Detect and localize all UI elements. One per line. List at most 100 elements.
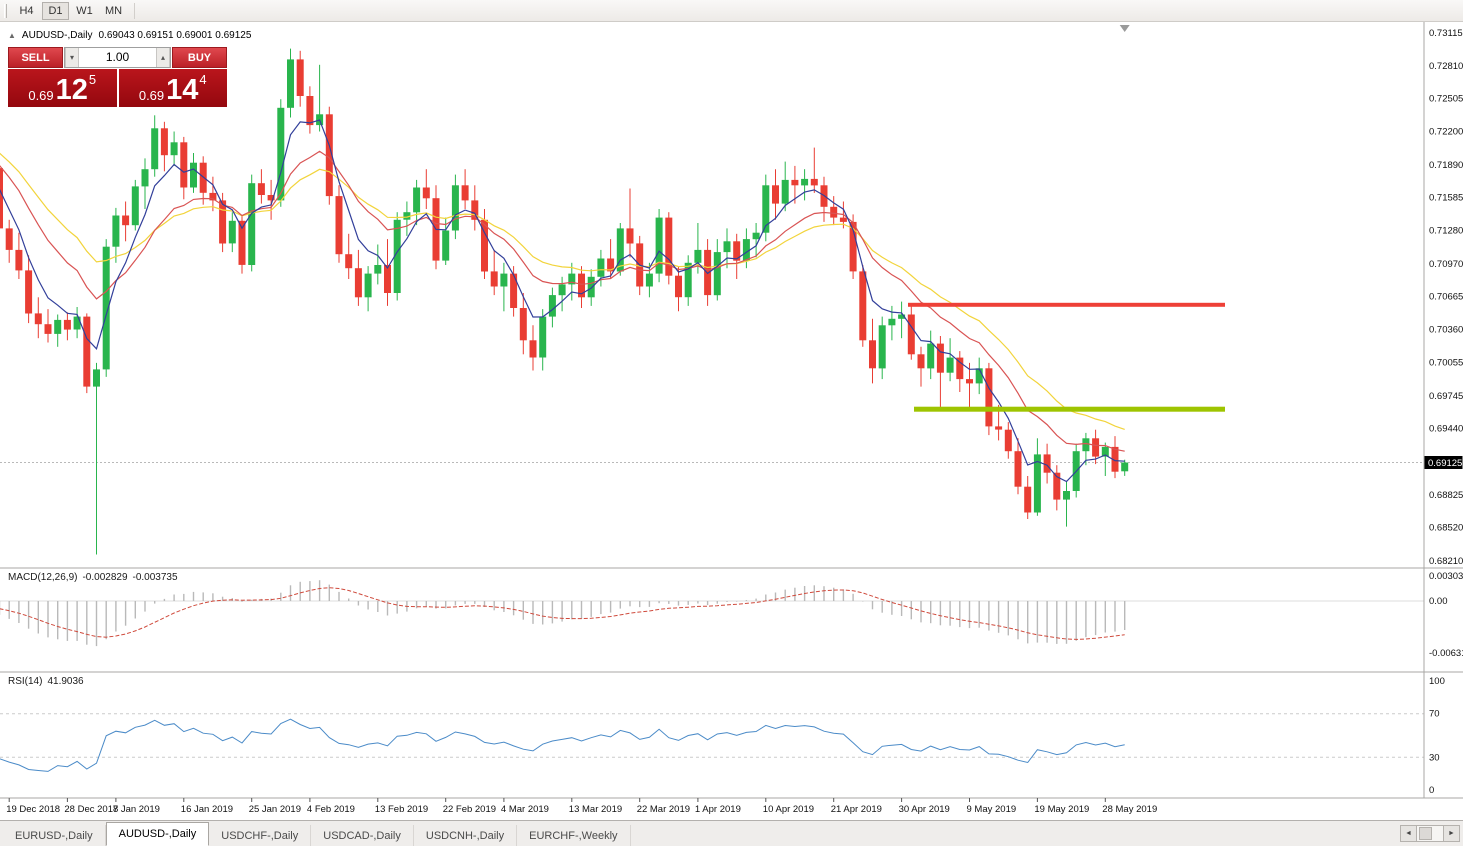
timeframe-buttons: H4 D1 W1 MN [12, 0, 128, 21]
svg-text:0.00: 0.00 [1429, 596, 1448, 607]
volume-field: ▾ 1.00 ▴ [64, 47, 171, 68]
sell-price-display[interactable]: 0.69 12 5 [8, 69, 117, 107]
chart-tab-bar: EURUSD-,Daily AUDUSD-,Daily USDCHF-,Daily U… [0, 820, 1463, 846]
sell-price-pip: 5 [88, 72, 97, 87]
svg-text:30 Apr 2019: 30 Apr 2019 [899, 804, 950, 815]
svg-text:0: 0 [1429, 785, 1434, 796]
svg-text:0.68825: 0.68825 [1429, 490, 1463, 501]
ma-medium-red [0, 150, 1125, 452]
buy-button[interactable]: BUY [172, 47, 227, 68]
tab-scroll-thumb[interactable] [1419, 827, 1432, 840]
rsi-title: RSI(14) [8, 676, 43, 687]
one-click-panel-toggle-icon[interactable]: ▲ [8, 31, 16, 40]
resistance-line[interactable] [908, 302, 1225, 307]
tab-scroll-left-button[interactable]: ◄ [1400, 825, 1417, 842]
chart-shift-marker-icon[interactable] [1119, 25, 1130, 32]
tab-usdcad-daily[interactable]: USDCAD-,Daily [311, 825, 414, 846]
support-line[interactable] [914, 406, 1225, 412]
macd-value-main: -0.002829 [82, 572, 128, 583]
svg-text:30: 30 [1429, 752, 1440, 763]
rsi-line [0, 718, 1125, 772]
current-price-tag: 0.69125 [1424, 456, 1463, 469]
rsi-pane [0, 713, 1424, 772]
svg-text:0.69125: 0.69125 [1428, 458, 1462, 469]
svg-text:19 May 2019: 19 May 2019 [1034, 804, 1089, 815]
svg-text:100: 100 [1429, 676, 1445, 687]
svg-text:16 Jan 2019: 16 Jan 2019 [181, 804, 233, 815]
svg-text:19 Dec 2018: 19 Dec 2018 [6, 804, 60, 815]
volume-value[interactable]: 1.00 [105, 50, 130, 64]
sell-price-prefix: 0.69 [28, 88, 54, 104]
toolbar-separator [134, 2, 135, 19]
svg-text:0.71280: 0.71280 [1429, 226, 1463, 237]
svg-text:0.68520: 0.68520 [1429, 523, 1463, 534]
macd-title: MACD(12,26,9) [8, 572, 78, 583]
ma-slow-yellow [0, 152, 1125, 430]
svg-text:0.70360: 0.70360 [1429, 325, 1463, 336]
svg-text:0.72505: 0.72505 [1429, 94, 1463, 105]
tab-audusd-daily[interactable]: AUDUSD-,Daily [105, 822, 210, 846]
tab-scroll-track[interactable] [1417, 825, 1443, 842]
chart-tabs: EURUSD-,Daily AUDUSD-,Daily USDCHF-,Daily U… [0, 821, 631, 846]
svg-text:4 Feb 2019: 4 Feb 2019 [307, 804, 355, 815]
one-click-trading-panel: SELL ▾ 1.00 ▴ BUY 0.69 12 5 0.69 14 4 [8, 47, 227, 107]
svg-text:13 Mar 2019: 13 Mar 2019 [569, 804, 622, 815]
svg-text:0.72810: 0.72810 [1429, 61, 1463, 72]
svg-text:70: 70 [1429, 709, 1440, 720]
timeframe-w1-button[interactable]: W1 [71, 2, 98, 20]
svg-text:4 Mar 2019: 4 Mar 2019 [501, 804, 549, 815]
timeframe-mn-button[interactable]: MN [100, 2, 127, 20]
buy-price-prefix: 0.69 [138, 88, 165, 104]
svg-text:21 Apr 2019: 21 Apr 2019 [831, 804, 882, 815]
tab-eurchf-weekly[interactable]: EURCHF-,Weekly [517, 825, 631, 846]
buy-price-display[interactable]: 0.69 14 4 [118, 69, 227, 107]
axis-layer: 0.73115 0.72810 0.72505 0.72200 0.71890 0.715… [0, 22, 1463, 815]
volume-decrease-button[interactable]: ▾ [65, 48, 79, 67]
macd-signal-line [0, 587, 1125, 640]
svg-text:0.70055: 0.70055 [1429, 357, 1463, 368]
top-toolbar: H4 D1 W1 MN [0, 0, 1463, 22]
svg-text:0.68210: 0.68210 [1429, 556, 1463, 567]
volume-increase-button[interactable]: ▴ [156, 48, 170, 67]
chart-ohlc-values: 0.69043 0.69151 0.69001 0.69125 [98, 30, 252, 41]
svg-text:0.70970: 0.70970 [1429, 259, 1463, 270]
timeframe-h4-button[interactable]: H4 [13, 2, 40, 20]
svg-text:28 May 2019: 28 May 2019 [1102, 804, 1157, 815]
svg-text:0.71890: 0.71890 [1429, 160, 1463, 171]
chart-canvas[interactable]: 0.73115 0.72810 0.72505 0.72200 0.71890 0.715… [0, 22, 1463, 820]
macd-pane [0, 580, 1424, 647]
svg-text:0.72200: 0.72200 [1429, 126, 1463, 137]
tab-usdchf-daily[interactable]: USDCHF-,Daily [209, 825, 312, 846]
tab-eurusd-daily[interactable]: EURUSD-,Daily [3, 825, 106, 846]
macd-indicator-label: MACD(12,26,9) -0.002829 -0.003735 [8, 572, 178, 583]
svg-text:0.69440: 0.69440 [1429, 424, 1463, 435]
macd-value-signal: -0.003735 [132, 572, 178, 583]
price-pane [0, 25, 1424, 555]
tab-usdcnh-daily[interactable]: USDCNH-,Daily [414, 825, 518, 846]
macd-histogram [0, 580, 1126, 647]
svg-text:7 Jan 2019: 7 Jan 2019 [113, 804, 160, 815]
buy-price-pip: 4 [199, 72, 207, 87]
svg-text:0.73115: 0.73115 [1429, 28, 1463, 39]
buy-price-digits: 14 [166, 74, 199, 107]
timeframe-d1-button[interactable]: D1 [42, 1, 69, 20]
svg-text:0.71585: 0.71585 [1429, 193, 1463, 204]
sell-button[interactable]: SELL [8, 47, 63, 68]
svg-text:0.69745: 0.69745 [1429, 391, 1463, 402]
svg-text:22 Mar 2019: 22 Mar 2019 [637, 804, 690, 815]
toolbar-grip[interactable] [4, 3, 7, 18]
rsi-indicator-label: RSI(14) 41.9036 [8, 676, 84, 687]
svg-text:10 Apr 2019: 10 Apr 2019 [763, 804, 814, 815]
tab-scrollbar: ◄ ► [1400, 825, 1460, 842]
sell-price-digits: 12 [55, 74, 88, 107]
chart-header: ▲ AUDUSD-,Daily 0.69043 0.69151 0.69001 … [8, 30, 251, 41]
candles-layer [0, 48, 1129, 555]
chart-area: 0.73115 0.72810 0.72505 0.72200 0.71890 0.715… [0, 22, 1463, 820]
svg-text:28 Dec 2018: 28 Dec 2018 [64, 804, 118, 815]
svg-text:25 Jan 2019: 25 Jan 2019 [249, 804, 301, 815]
ma-fast-blue [0, 119, 1125, 483]
tab-scroll-right-button[interactable]: ► [1443, 825, 1460, 842]
svg-text:0.003035: 0.003035 [1429, 571, 1463, 582]
svg-text:-0.006311: -0.006311 [1429, 648, 1463, 659]
chart-symbol-label: AUDUSD-,Daily [21, 30, 93, 41]
